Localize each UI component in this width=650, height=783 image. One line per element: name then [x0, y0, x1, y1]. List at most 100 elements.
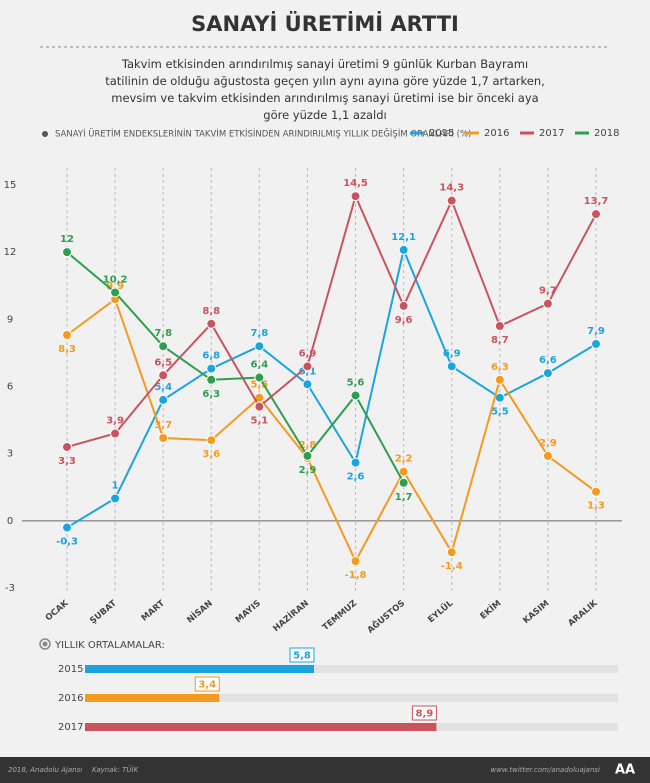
data-label: 3,7: [154, 420, 172, 431]
data-point: [62, 441, 72, 452]
data-point: [62, 522, 72, 533]
data-label: 2,9: [539, 438, 557, 449]
footer-copyright: 2018, Anadolu Ajansı: [8, 766, 82, 774]
data-label: 13,7: [584, 196, 609, 207]
data-label: 14,3: [439, 183, 464, 194]
note-dot: [42, 131, 48, 137]
footer-bar: [0, 757, 650, 783]
data-point: [494, 321, 505, 332]
data-label: -1,4: [441, 561, 463, 572]
y-tick-label: 0: [7, 516, 13, 527]
data-label: 6,9: [299, 348, 317, 359]
data-label: 9,7: [539, 286, 557, 297]
x-tick-label: AĞUSTOS: [364, 597, 407, 636]
bar: [85, 723, 437, 731]
data-label: 8,3: [58, 344, 76, 355]
footer-source: Kaynak: TÜİK: [92, 765, 140, 774]
data-label: 5,4: [154, 382, 172, 393]
series-line: [66, 251, 405, 484]
data-point: [494, 374, 505, 385]
section-icon: [39, 638, 51, 650]
data-label: 5,5: [491, 407, 509, 418]
bar: [85, 694, 220, 702]
y-axis-label: SANAYİ ÜRETİM ENDEKSLERİNİN TAKVİM ETKİS…: [55, 128, 471, 140]
data-point: [110, 428, 121, 439]
data-label: 12: [60, 234, 74, 245]
value-box: [194, 676, 220, 692]
data-point: [254, 341, 265, 352]
data-label: -0,3: [56, 537, 78, 548]
data-point: [398, 477, 409, 488]
data-point: [591, 486, 601, 497]
data-label: 6,1: [299, 366, 317, 377]
bar-track: [85, 665, 618, 673]
data-label: 6,9: [443, 348, 461, 359]
data-point: [350, 191, 361, 202]
data-point: [254, 372, 265, 383]
x-tick-label: ŞUBAT: [88, 598, 118, 626]
data-point: [398, 466, 409, 477]
data-point: [446, 547, 457, 558]
data-label: 2,9: [299, 465, 317, 476]
data-point: [542, 368, 553, 379]
x-tick-label: EKİM: [478, 598, 503, 622]
data-label: 3,3: [58, 456, 76, 467]
section-icon-dot: [42, 641, 48, 647]
bar-track: [85, 694, 618, 702]
data-label: 5,1: [251, 416, 269, 427]
data-label: 7,8: [154, 328, 172, 339]
data-point: [254, 401, 265, 412]
data-label: 14,5: [343, 178, 368, 189]
x-tick-label: EYLÜL: [426, 597, 456, 625]
legend-label: 2015: [429, 128, 454, 139]
bar-category: 2015: [58, 664, 83, 675]
data-label: 3,9: [106, 416, 124, 427]
data-point: [302, 379, 313, 390]
x-tick-label: TEMMUZ: [321, 599, 359, 633]
series-line: [66, 193, 597, 448]
y-tick-label: 9: [7, 314, 13, 325]
data-point: [206, 374, 217, 385]
data-point: [206, 435, 217, 446]
title: SANAYİ ÜRETİMİ ARTTI: [191, 11, 459, 36]
section-title: YILLIK ORTALAMALAR:: [54, 640, 165, 651]
bar: [85, 665, 314, 673]
bar-category: 2017: [58, 722, 83, 733]
series-line: [66, 297, 597, 564]
value-label: 3,4: [198, 680, 216, 691]
bar-category: 2016: [58, 693, 83, 704]
data-point: [542, 450, 553, 461]
data-label: 9,6: [395, 315, 413, 326]
data-label: 8,7: [491, 335, 509, 346]
data-label: 1: [112, 480, 119, 491]
data-label: 5,6: [347, 377, 365, 388]
data-label: 1,7: [395, 492, 413, 503]
data-label: 5,5: [251, 380, 269, 391]
data-point: [350, 556, 361, 567]
data-label: 9,9: [106, 281, 124, 292]
footer-logo: AA: [615, 763, 635, 778]
data-point: [446, 195, 457, 206]
x-tick-label: KASIM: [521, 599, 551, 627]
data-point: [591, 338, 601, 349]
data-point: [158, 370, 169, 381]
data-label: 6,5: [154, 357, 172, 368]
data-label: 10,2: [103, 274, 128, 285]
data-label: 12,1: [391, 232, 416, 243]
data-point: [158, 432, 169, 443]
data-point: [158, 341, 169, 352]
x-tick-label: MAYIS: [234, 599, 263, 626]
data-point: [158, 394, 169, 405]
data-point: [110, 493, 121, 504]
data-label: 1,3: [587, 501, 605, 512]
data-label: 8,8: [202, 306, 220, 317]
legend-label: 2018: [594, 128, 619, 139]
data-label: 6,8: [202, 351, 220, 362]
y-tick-label: 6: [7, 382, 13, 393]
data-point: [350, 390, 361, 401]
data-point: [110, 287, 121, 298]
data-point: [446, 361, 457, 372]
data-point: [62, 330, 72, 341]
data-point: [398, 300, 409, 311]
data-label: 6,3: [491, 362, 509, 373]
